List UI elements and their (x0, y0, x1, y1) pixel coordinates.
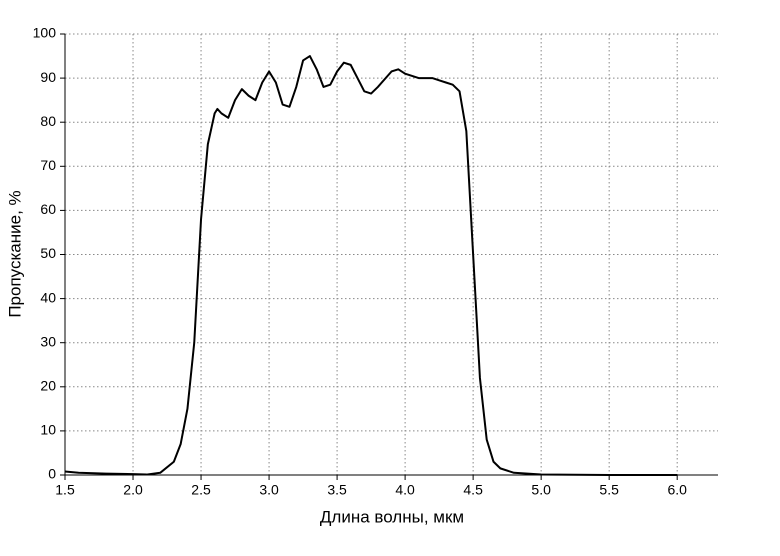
x-tick-label: 4.0 (395, 482, 415, 498)
x-tick-label: 5.5 (599, 482, 619, 498)
y-tick-label: 90 (40, 69, 56, 85)
x-tick-label: 6.0 (667, 482, 687, 498)
y-axis-label: Пропускание, % (5, 190, 24, 317)
x-tick-label: 1.5 (55, 482, 75, 498)
y-tick-label: 20 (40, 378, 56, 394)
x-tick-label: 4.5 (463, 482, 483, 498)
y-tick-label: 70 (40, 157, 56, 173)
x-axis-label: Длина волны, мкм (320, 507, 464, 526)
y-tick-label: 40 (40, 289, 56, 305)
y-tick-label: 100 (33, 25, 57, 41)
y-tick-label: 0 (48, 466, 56, 482)
x-tick-label: 5.0 (531, 482, 551, 498)
x-tick-label: 3.0 (259, 482, 279, 498)
y-tick-label: 50 (40, 245, 56, 261)
data-line (64, 55, 678, 476)
x-tick-label: 2.0 (123, 482, 143, 498)
y-tick-label: 80 (40, 113, 56, 129)
y-tick-label: 60 (40, 201, 56, 217)
x-tick-label: 3.5 (327, 482, 347, 498)
y-tick-label: 10 (40, 422, 56, 438)
y-tick-label: 30 (40, 333, 56, 349)
x-tick-label: 2.5 (191, 482, 211, 498)
